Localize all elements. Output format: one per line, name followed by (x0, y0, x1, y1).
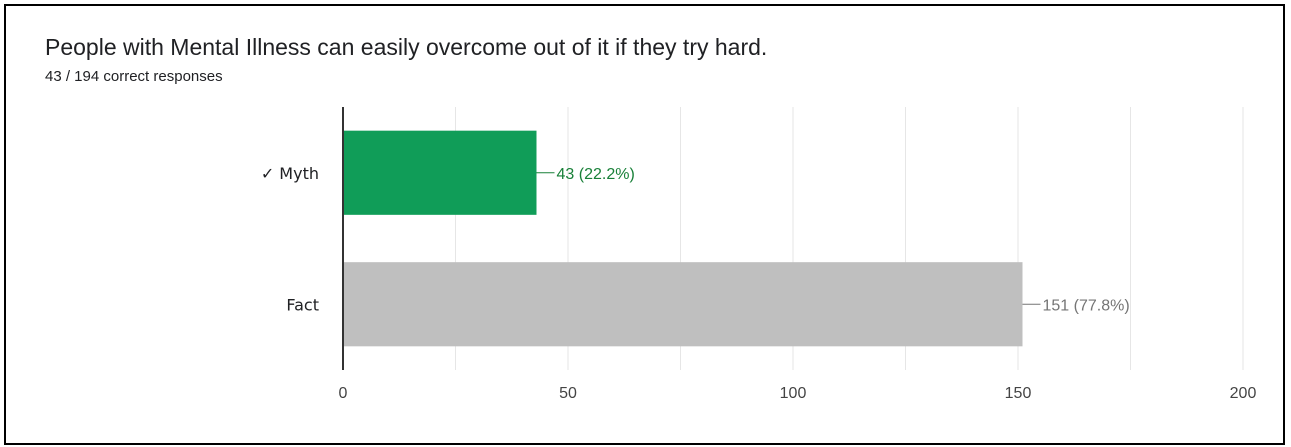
bar-1 (343, 262, 1023, 347)
x-tick-label: 200 (1230, 385, 1257, 402)
x-tick-label: 100 (780, 385, 807, 402)
x-tick-label: 50 (559, 385, 577, 402)
correct-responses-count: 43 / 194 correct responses (45, 68, 223, 85)
data-label: 151 (77.8%) (1043, 297, 1130, 314)
category-label: Fact (286, 295, 319, 314)
question-card: People with Mental Illness can easily ov… (4, 4, 1285, 445)
x-tick-label: 150 (1005, 385, 1032, 402)
category-label: ✓ Myth (261, 164, 319, 183)
bar-0 (343, 130, 537, 215)
data-label: 43 (22.2%) (557, 166, 635, 183)
x-tick-label: 0 (339, 385, 348, 402)
question-title: People with Mental Illness can easily ov… (45, 34, 768, 60)
